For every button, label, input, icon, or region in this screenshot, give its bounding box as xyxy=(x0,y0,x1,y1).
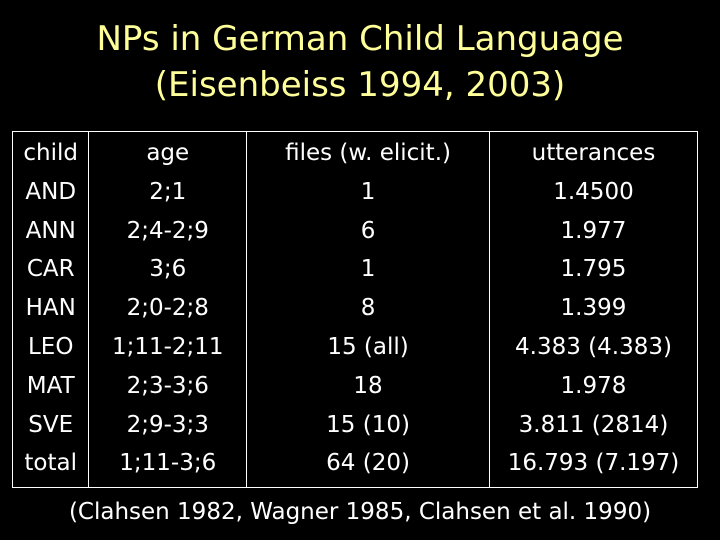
cell-child: MAT xyxy=(26,372,75,399)
cell-age: 2;0-2;8 xyxy=(126,295,209,322)
citation-text: (Clahsen 1982, Wagner 1985, Clahsen et a… xyxy=(68,499,652,525)
header-utterances: utterances xyxy=(531,140,656,166)
cell-age: 2;4-2;9 xyxy=(126,217,209,244)
cell-age: 1;11-3;6 xyxy=(119,450,217,477)
title-line-2: (Eisenbeiss 1994, 2003) xyxy=(154,65,566,105)
cell-files: 15 (10) xyxy=(326,411,410,438)
column-files: files (w. elicit.) 1 6 1 8 15 (all) 18 1… xyxy=(246,130,490,489)
header-child: child xyxy=(23,140,78,166)
cell-child: total xyxy=(24,450,77,477)
cell-child: AND xyxy=(25,178,77,205)
cell-utterances: 4.383 (4.383) xyxy=(515,333,672,360)
cell-age: 1;11-2;11 xyxy=(111,333,224,360)
cell-child: ANN xyxy=(25,217,76,244)
cell-child: LEO xyxy=(27,333,74,360)
cell-files: 64 (20) xyxy=(326,450,410,477)
cell-files: 8 xyxy=(360,295,376,322)
cell-utterances: 1.4500 xyxy=(553,178,634,205)
cell-utterances: 16.793 (7.197) xyxy=(507,450,680,477)
cell-files: 6 xyxy=(360,217,376,244)
slide-title: NPs in German Child Language (Eisenbeiss… xyxy=(0,16,720,108)
cell-age: 2;1 xyxy=(149,178,187,205)
cell-utterances: 1.977 xyxy=(560,217,627,244)
header-files: files (w. elicit.) xyxy=(285,140,451,166)
header-age: age xyxy=(146,140,190,166)
cell-child: SVE xyxy=(28,411,74,438)
cell-utterances: 1.795 xyxy=(560,256,627,283)
column-utterances: utterances 1.4500 1.977 1.795 1.399 4.38… xyxy=(488,130,699,489)
data-table: child AND ANN CAR HAN LEO MAT SVE total … xyxy=(11,130,699,489)
cell-files: 18 xyxy=(353,372,383,399)
column-age: age 2;1 2;4-2;9 3;6 2;0-2;8 1;11-2;11 2;… xyxy=(88,130,248,489)
cell-child: HAN xyxy=(25,295,76,322)
title-line-1: NPs in German Child Language xyxy=(96,19,624,59)
cell-utterances: 1.978 xyxy=(560,372,627,399)
cell-files: 1 xyxy=(360,256,376,283)
cell-utterances: 1.399 xyxy=(560,295,627,322)
cell-utterances: 3.811 (2814) xyxy=(518,411,669,438)
column-child: child AND ANN CAR HAN LEO MAT SVE total xyxy=(11,130,90,489)
cell-age: 2;9-3;3 xyxy=(126,411,209,438)
cell-files: 1 xyxy=(360,178,376,205)
cell-child: CAR xyxy=(26,256,75,283)
cell-age: 3;6 xyxy=(149,256,187,283)
cell-age: 2;3-3;6 xyxy=(126,372,209,399)
cell-files: 15 (all) xyxy=(327,333,409,360)
